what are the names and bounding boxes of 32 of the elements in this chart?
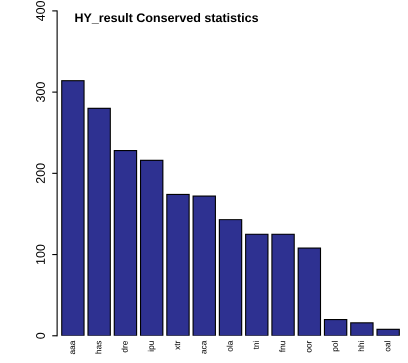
bar [166,194,190,336]
bar [376,328,400,336]
bar [61,80,85,336]
bar [298,248,322,336]
x-tick-label: ipu [148,341,156,352]
x-tick-label: oor [307,340,312,352]
bar [271,234,295,336]
x-tick-label: oal [384,341,390,352]
x-tick-label: tni [252,341,260,350]
x-tick-label: dre [122,341,128,352]
x-tick-label: aca [202,340,206,354]
bar [114,150,138,336]
y-tick-label: 0 [36,332,45,339]
x-tick-label: fnu [279,341,286,352]
y-tick-label: 200 [36,163,45,184]
y-tick-label: 100 [36,244,45,264]
x-tick-label: pol [332,341,340,352]
y-tick-label: 400 [36,0,45,22]
x-tick-label: aaa [70,340,76,354]
bar [87,108,111,336]
bar [218,219,242,336]
bar [350,322,374,336]
chart-title: HY_result Conserved statistics [75,12,258,24]
y-tick-label: 300 [36,82,45,102]
bar [245,234,269,336]
x-tick-label: hhi [358,341,364,352]
bar [192,196,216,336]
bar [324,318,348,336]
x-tick-label: xtr [174,340,180,350]
x-tick-label: ola [226,340,233,352]
bar [140,160,164,336]
x-tick-label: has [95,340,102,354]
